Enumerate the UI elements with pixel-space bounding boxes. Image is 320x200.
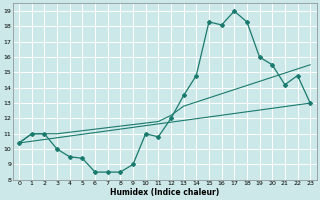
- X-axis label: Humidex (Indice chaleur): Humidex (Indice chaleur): [110, 188, 219, 197]
